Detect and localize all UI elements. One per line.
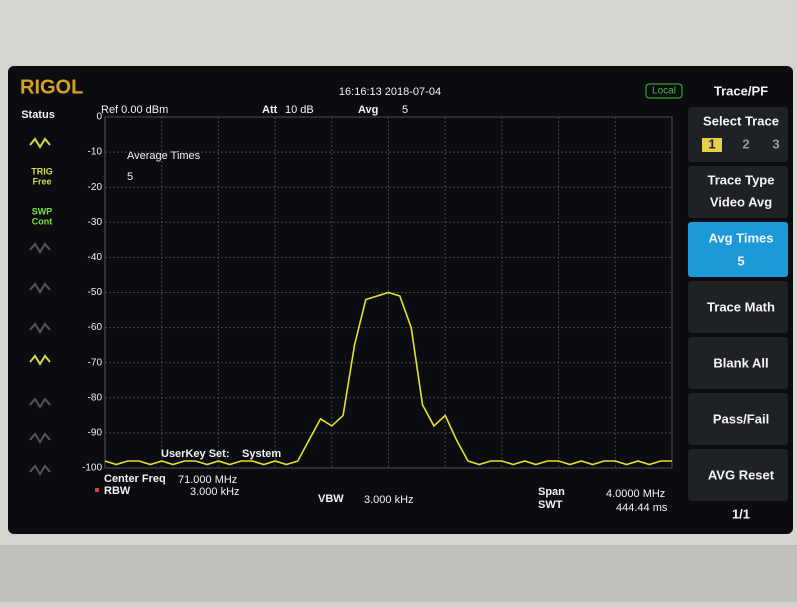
annotation-value: 5 [127,171,133,183]
page-indicator: 1/1 [732,506,750,521]
avg-times-value[interactable]: 5 [737,253,744,268]
swt-value: 444.44 ms [616,502,668,514]
y-tick-label: 0 [96,112,102,123]
y-tick-label: -60 [88,322,103,333]
trig-label: TRIG [31,166,53,176]
swt-label: SWT [538,499,563,511]
panel [0,545,797,602]
pass-fail[interactable]: Pass/Fail [713,411,769,426]
vbw-label: VBW [318,493,344,505]
page: RIGOL 16:16:13 2018-07-04 Local Status T… [0,0,797,602]
y-tick-label: -30 [88,217,103,228]
y-tick-label: -70 [88,357,103,368]
y-tick-label: -80 [88,392,103,403]
rbw-value: 3.000 kHz [190,486,240,498]
trace-type[interactable]: Trace Type [708,172,775,187]
trace-1[interactable]: 1 [708,136,715,151]
trace-2[interactable]: 2 [742,136,749,151]
trace-type-value[interactable]: Video Avg [710,194,772,209]
span-value: 4.0000 MHz [606,488,665,500]
datetime: 16:16:13 2018-07-04 [339,86,441,98]
trig-value: Free [32,176,51,186]
menu-title: Trace/PF [714,83,768,98]
brand: RIGOL [20,76,83,98]
annotation: Average Times [127,150,201,162]
swp-value: Cont [32,216,53,226]
avg-times[interactable]: Avg Times [708,230,773,245]
y-tick-label: -100 [82,463,102,474]
att-value: 10 dB [285,104,314,116]
trace-math[interactable]: Trace Math [707,299,775,314]
att-label: Att [262,104,278,116]
swp-label: SWP [32,206,53,216]
y-tick-label: -90 [88,428,103,439]
y-tick-label: -40 [88,252,103,263]
center-value: 71.000 MHz [178,474,237,486]
trace-3[interactable]: 3 [772,136,779,151]
y-tick-label: -10 [88,147,103,158]
vbw-value: 3.000 kHz [364,494,414,506]
ref: Ref 0.00 dBm [101,104,168,116]
span-label: Span [538,486,565,498]
y-tick-label: -50 [88,287,103,298]
center-label: Center Freq [104,473,166,485]
userkey-value: System [242,448,281,460]
rbw-marker [95,488,99,492]
select-trace[interactable]: Select Trace [703,113,779,128]
rbw-label: RBW [104,485,131,497]
avg-label: Avg [358,104,378,116]
userkey: UserKey Set: [161,448,229,460]
status-title: Status [21,109,55,121]
avg-reset[interactable]: AVG Reset [708,467,775,482]
blank-all[interactable]: Blank All [713,355,768,370]
analyzer-screen: RIGOL 16:16:13 2018-07-04 Local Status T… [0,0,797,602]
avg-value: 5 [402,104,408,116]
mode: Local [652,86,676,97]
y-tick-label: -20 [88,182,103,193]
